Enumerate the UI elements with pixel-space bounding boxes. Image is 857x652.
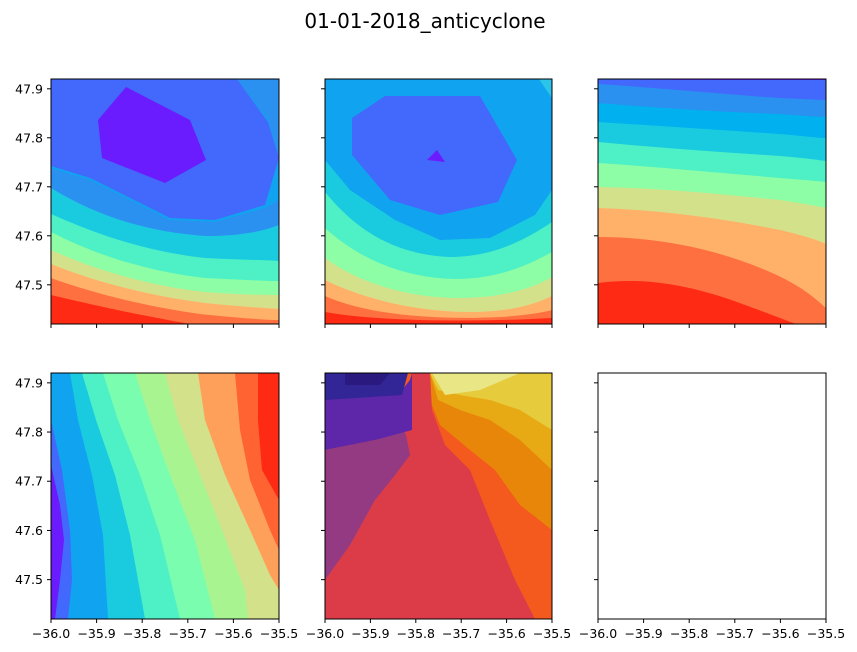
x-tick-label: −35.5: [533, 626, 571, 641]
x-tick-label: −35.5: [260, 626, 298, 641]
panel-4-frame: [50, 372, 280, 620]
y-tick-label: 47.7: [15, 474, 43, 489]
panel-6: [598, 373, 826, 619]
panel-3: [598, 79, 826, 324]
panel-1-frame: [50, 78, 280, 325]
y-tick-label: 47.6: [15, 228, 43, 243]
x-tick-label: −35.6: [214, 626, 252, 641]
panel-5-frame: [324, 372, 553, 620]
panel-5-level-9: [345, 373, 390, 385]
panel-4-level-10: [51, 465, 64, 619]
panel-2: [325, 79, 552, 324]
panel-5-level-5: [325, 373, 535, 619]
x-tick-label: −35.5: [807, 626, 845, 641]
figure-title: 01-01-2018_anticyclone: [304, 9, 545, 33]
x-tick-label: −36.0: [32, 626, 70, 641]
panel-2-level-8: [539, 79, 552, 98]
x-tick-label: −35.7: [169, 626, 207, 641]
x-tick-label: −35.6: [761, 626, 799, 641]
y-tick-label: 47.6: [15, 523, 43, 538]
y-tick-label: 47.7: [15, 179, 43, 194]
panel-6-frame: [597, 372, 827, 620]
x-tick-label: −35.9: [351, 626, 389, 641]
axes-layer: 47.5 47.6 47.7 47.8 47.9 −36.0 −35.9 −35.8 −35.7…: [15, 78, 845, 641]
y-tick-label: 47.8: [15, 130, 43, 145]
x-tick-label: −35.9: [77, 626, 115, 641]
panel-4: [51, 373, 279, 619]
panel-2-frame: [324, 78, 553, 325]
y-tick-label: 47.9: [15, 81, 43, 96]
y-tick-label: 47.5: [15, 277, 43, 292]
x-tick-label: −36.0: [579, 626, 617, 641]
panel-3-frame: [597, 78, 827, 325]
x-tick-label: −35.6: [487, 626, 525, 641]
y-tick-label: 47.9: [15, 375, 43, 390]
x-tick-label: −35.7: [442, 626, 480, 641]
x-tick-label: −35.8: [123, 626, 161, 641]
x-tick-label: −36.0: [306, 626, 344, 641]
x-tick-label: −35.9: [624, 626, 662, 641]
y-tick-label: 47.5: [15, 572, 43, 587]
panel-6-background: [598, 373, 826, 619]
panel-5: [325, 373, 552, 619]
x-tick-label: −35.7: [716, 626, 754, 641]
panel-1: [51, 79, 279, 324]
panel-5-level-6: [325, 430, 410, 580]
panel-3-level-9: [598, 79, 826, 100]
panel-2-level-10: [427, 150, 445, 162]
x-tick-label: −35.8: [670, 626, 708, 641]
x-tick-label: −35.8: [397, 626, 435, 641]
y-tick-label: 47.8: [15, 425, 43, 440]
panel-1-level-10: [98, 87, 206, 183]
panel-5-level-4: [432, 373, 520, 395]
